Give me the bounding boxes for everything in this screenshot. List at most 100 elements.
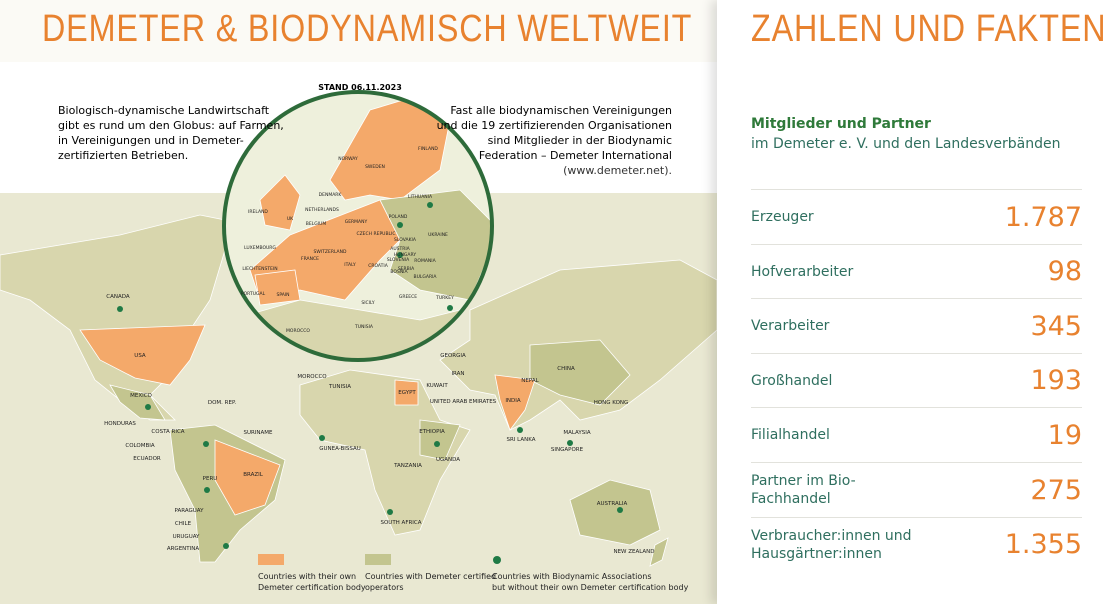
intro-line: in Vereinigungen und in Demeter- — [58, 134, 244, 147]
fact-row: Verarbeiter 345 — [751, 298, 1082, 353]
fact-value: 1.787 — [1004, 201, 1082, 233]
stand: STAND 06.11.2023 — [318, 83, 402, 92]
country-label: BELGIUM — [306, 221, 327, 227]
country-label: BULGARIA — [414, 274, 438, 280]
country-label: LUXEMBOURG — [244, 245, 276, 251]
fact-row: Partner im Bio-Fachhandel 275 — [751, 462, 1082, 517]
fact-row: Erzeuger 1.787 — [751, 189, 1082, 244]
country-label: SWEDEN — [365, 164, 385, 170]
legend-text: Countries with Biodynamic Associations — [492, 572, 651, 581]
legend-text: Demeter certification body — [258, 583, 366, 592]
country-label: AUSTRIA — [390, 246, 410, 252]
country-label: CANADA — [106, 294, 130, 300]
legend-text: Countries with Demeter certified — [365, 572, 496, 581]
country-label: ITALY — [344, 262, 356, 268]
country-label: BOSNIA — [390, 269, 408, 275]
country-label: ETHIOPIA — [419, 429, 445, 435]
country-label: TANZANIA — [393, 463, 422, 469]
intro-line: und die 19 zertifizierenden Organisation… — [437, 119, 672, 132]
country-label: CHILE — [175, 521, 192, 527]
country-label: ECUADOR — [133, 456, 161, 462]
country-label: CROATIA — [368, 263, 389, 269]
country-label: COSTA RICA — [151, 429, 184, 435]
country-label: ROMANIA — [414, 258, 436, 264]
country-label: SURINAME — [243, 430, 273, 436]
fact-row: Hofverarbeiter 98 — [751, 243, 1082, 299]
country-label: GEORGIA — [440, 353, 466, 359]
fact-value: 345 — [1030, 310, 1082, 342]
country-label: NEW ZEALAND — [613, 549, 654, 555]
intro-line: Federation – Demeter International — [479, 149, 672, 162]
intro-line: Fast alle biodynamischen Vereinigungen — [450, 104, 672, 117]
country-label: NETHERLANDS — [305, 207, 339, 213]
country-label: NORWAY — [338, 156, 358, 162]
country-label: TUNISIA — [354, 324, 374, 330]
country-label: EGYPT — [398, 390, 416, 396]
country-label: KUWAIT — [426, 383, 448, 389]
legend-swatch-orange — [258, 554, 284, 565]
country-label: HONG KONG — [594, 400, 629, 406]
country-label: SLOVENIA — [387, 257, 410, 263]
legend-text: operators — [365, 583, 404, 592]
country-label: SOUTH AFRICA — [380, 520, 421, 526]
intro-line: sind Mitglieder in der Biodynamic — [488, 134, 672, 147]
country-label: ARGENTINA — [167, 546, 200, 552]
country-label: UKRAINE — [428, 232, 448, 238]
country-label: SPAIN — [276, 292, 289, 298]
intro-line: zertifizierten Betrieben. — [58, 149, 188, 162]
fact-row: Filialhandel 19 — [751, 407, 1082, 462]
facts-heading: Mitglieder und Partner — [751, 116, 931, 132]
fact-value: 1.355 — [1004, 529, 1082, 561]
legend-swatch-dot — [493, 556, 501, 564]
facts-panel: ZAHLEN UND FAKTEN Mitglieder und Partner… — [717, 0, 1119, 604]
country-label: SICILY — [361, 300, 375, 306]
country-label: MALAYSIA — [563, 430, 591, 436]
country-label: BRAZIL — [243, 472, 264, 478]
country-label: UGANDA — [436, 457, 460, 463]
fact-label: Verarbeiter — [751, 318, 830, 335]
fact-label: Erzeuger — [751, 209, 814, 225]
fact-value: 275 — [1030, 474, 1082, 506]
country-label: SERBIA — [398, 266, 415, 272]
country-label: MOROCCO — [286, 328, 310, 334]
country-label: SINGAPORE — [551, 447, 584, 453]
fact-label: Großhandel — [751, 372, 833, 389]
country-label: INDIA — [505, 398, 521, 404]
country-label: FINLAND — [418, 146, 438, 152]
facts-subheading: im Demeter e. V. und den Landesverbänden — [751, 136, 1061, 152]
fact-value: 193 — [1030, 365, 1082, 397]
country-label: AUSTRALIA — [597, 501, 628, 507]
country-label: POLAND — [389, 214, 408, 220]
inset-ring — [222, 90, 494, 362]
map-page: DEMETER & BIODYNAMISCH WELTWEIT STAND 06… — [0, 8, 717, 604]
fact-value: 19 — [1047, 419, 1082, 451]
country-label: DOM. REP. — [208, 400, 237, 406]
association-dots — [117, 202, 623, 549]
country-label: UK — [287, 216, 294, 222]
country-label: FRANCE — [301, 256, 319, 262]
country-label: HONDURAS — [104, 421, 136, 427]
country-label: TUNISIA — [328, 384, 351, 390]
fact-row: Großhandel 193 — [751, 352, 1082, 408]
country-label: MEXICO — [130, 393, 152, 399]
fact-value: 98 — [1047, 256, 1082, 288]
country-label: COLOMBIA — [125, 443, 155, 449]
fact-label: Hofverarbeiter — [751, 263, 854, 280]
intro-line: Biologisch-dynamische Landwirtschaft — [58, 104, 270, 117]
country-label: SRI LANKA — [506, 437, 535, 443]
country-label: DENMARK — [319, 192, 343, 198]
fact-label: Filialhandel — [751, 427, 830, 444]
country-label: IRELAND — [248, 209, 268, 215]
fact-label: Partner im Bio-Fachhandel — [751, 473, 856, 507]
fact-label: Verbraucher:innen und Hausgärtner:innen — [751, 527, 912, 562]
country-label: TURKEY — [435, 295, 454, 301]
legend-text: but without their own Demeter certificat… — [492, 583, 689, 592]
country-label: USA — [134, 353, 146, 359]
country-label: GREECE — [399, 294, 417, 300]
country-label: SWITZERLAND — [314, 249, 347, 255]
country-label: NEPAL — [521, 378, 539, 384]
title: DEMETER & BIODYNAMISCH WELTWEIT — [42, 8, 693, 50]
country-label: GERMANY — [345, 219, 368, 225]
country-label: MOROCCO — [297, 374, 327, 380]
country-label: HUNGARY — [394, 252, 416, 258]
